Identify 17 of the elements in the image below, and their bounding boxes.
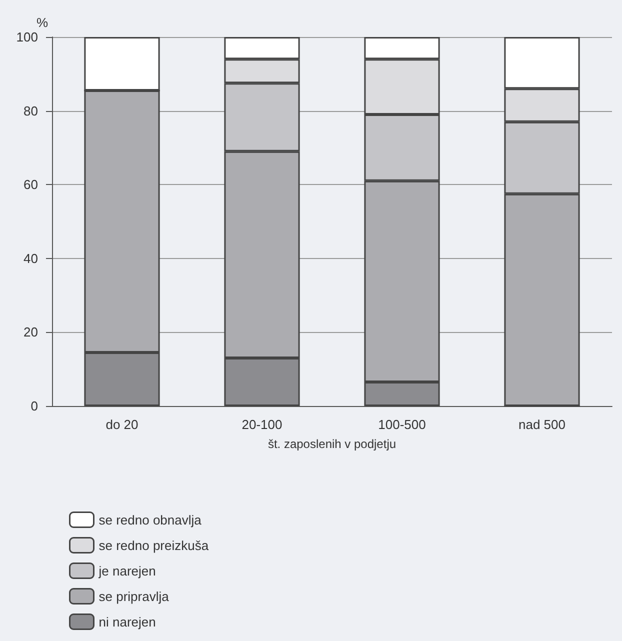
legend-label: je narejen — [98, 563, 156, 578]
y-tick-label: 100 — [16, 30, 38, 44]
y-tick-label: 0 — [30, 398, 38, 414]
legend-label: se redno preizkuša — [98, 538, 210, 553]
legend-label: se redno obnavlja — [98, 512, 202, 528]
x-tick-label: 100-500 — [378, 417, 426, 432]
y-tick-label: 40 — [24, 250, 38, 266]
legend-label: se pripravlja — [98, 588, 170, 604]
x-tick-label: nad 500 — [518, 417, 566, 432]
x-axis-title: št. zaposlenih v podjetju — [268, 437, 396, 451]
x-tick-label: 20-100 — [242, 417, 282, 432]
y-tick-label: 80 — [24, 103, 38, 118]
x-tick-label: do 20 — [106, 417, 138, 432]
legend-label: ni narejen — [98, 614, 156, 630]
y-tick-label: 60 — [24, 177, 38, 192]
y-tick-label: 20 — [24, 324, 38, 340]
y-axis-title: % — [36, 15, 48, 30]
